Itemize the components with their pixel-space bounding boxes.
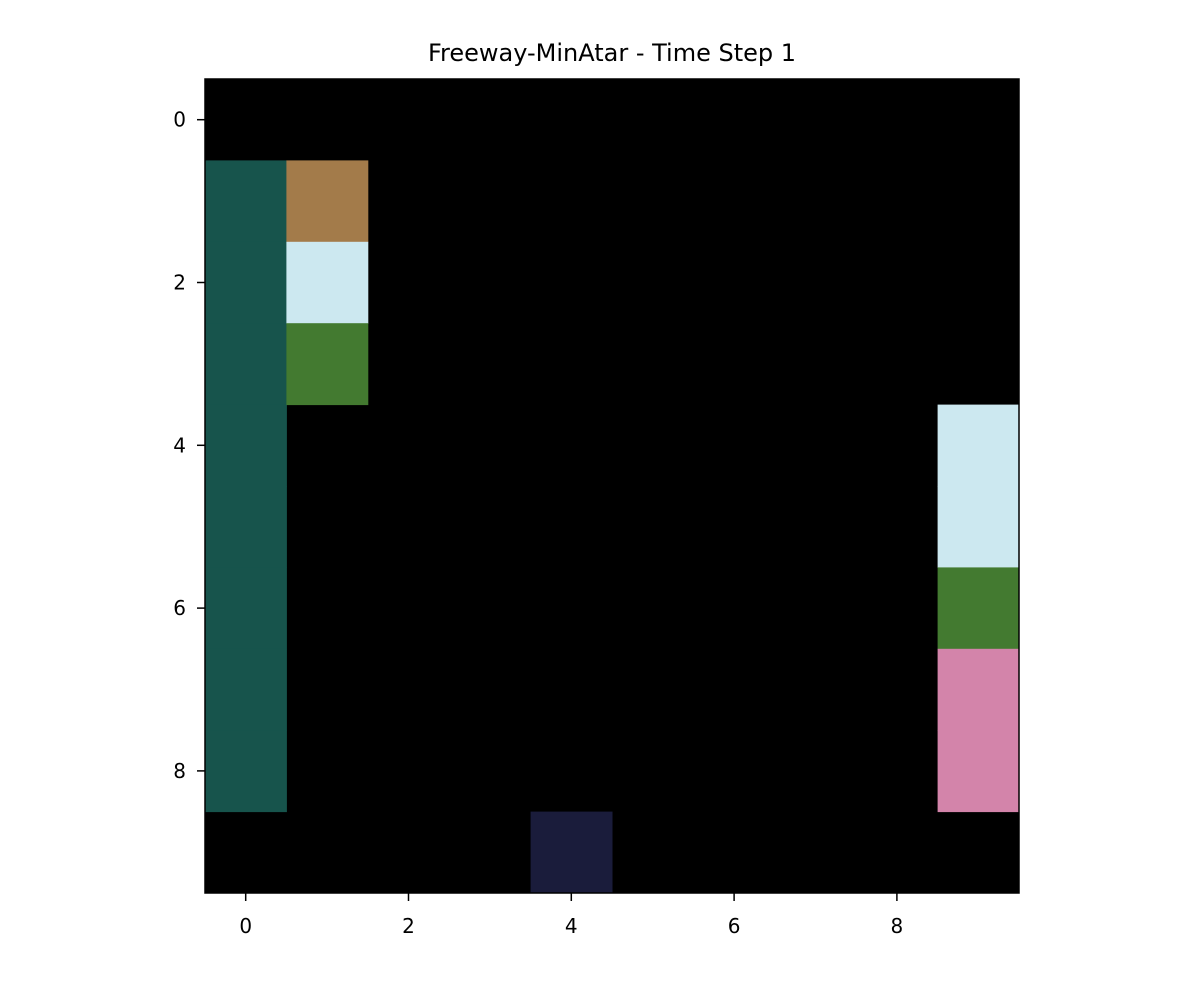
- y-tick-label: 0: [173, 108, 186, 132]
- left-lane-cell: [205, 567, 287, 650]
- x-axis: 0 2 4 6 8: [239, 893, 903, 938]
- light-blue-cell: [937, 404, 1020, 487]
- left-lane-cell: [205, 648, 287, 731]
- board-cells: [205, 160, 1020, 894]
- x-tick-label: 2: [402, 914, 415, 938]
- left-lane-cell: [205, 486, 287, 568]
- left-lane-cell: [205, 160, 287, 243]
- y-tick-label: 6: [173, 596, 186, 620]
- green-cell: [937, 567, 1020, 650]
- brown-cell: [286, 160, 369, 243]
- y-tick-label: 8: [173, 759, 186, 783]
- pink-cell: [937, 730, 1020, 813]
- left-lane-cell: [205, 323, 287, 406]
- x-tick-label: 4: [565, 914, 578, 938]
- light-blue-cell: [937, 486, 1020, 568]
- green-cell: [286, 323, 369, 406]
- left-lane-cell: [205, 404, 287, 487]
- board-frame: [204, 78, 1020, 894]
- light-blue-cell: [286, 241, 369, 324]
- y-tick-label: 4: [173, 433, 186, 457]
- left-lane-cell: [205, 241, 287, 324]
- left-lane-cell: [205, 730, 287, 813]
- x-tick-label: 8: [891, 914, 904, 938]
- navy-cell: [530, 811, 613, 894]
- x-tick-label: 0: [239, 914, 252, 938]
- pink-cell: [937, 648, 1020, 731]
- y-tick-label: 2: [173, 271, 186, 295]
- y-axis: 0 2 4 6 8: [173, 108, 205, 783]
- x-tick-label: 6: [728, 914, 741, 938]
- figure-title: Freeway-MinAtar - Time Step 1: [428, 39, 796, 67]
